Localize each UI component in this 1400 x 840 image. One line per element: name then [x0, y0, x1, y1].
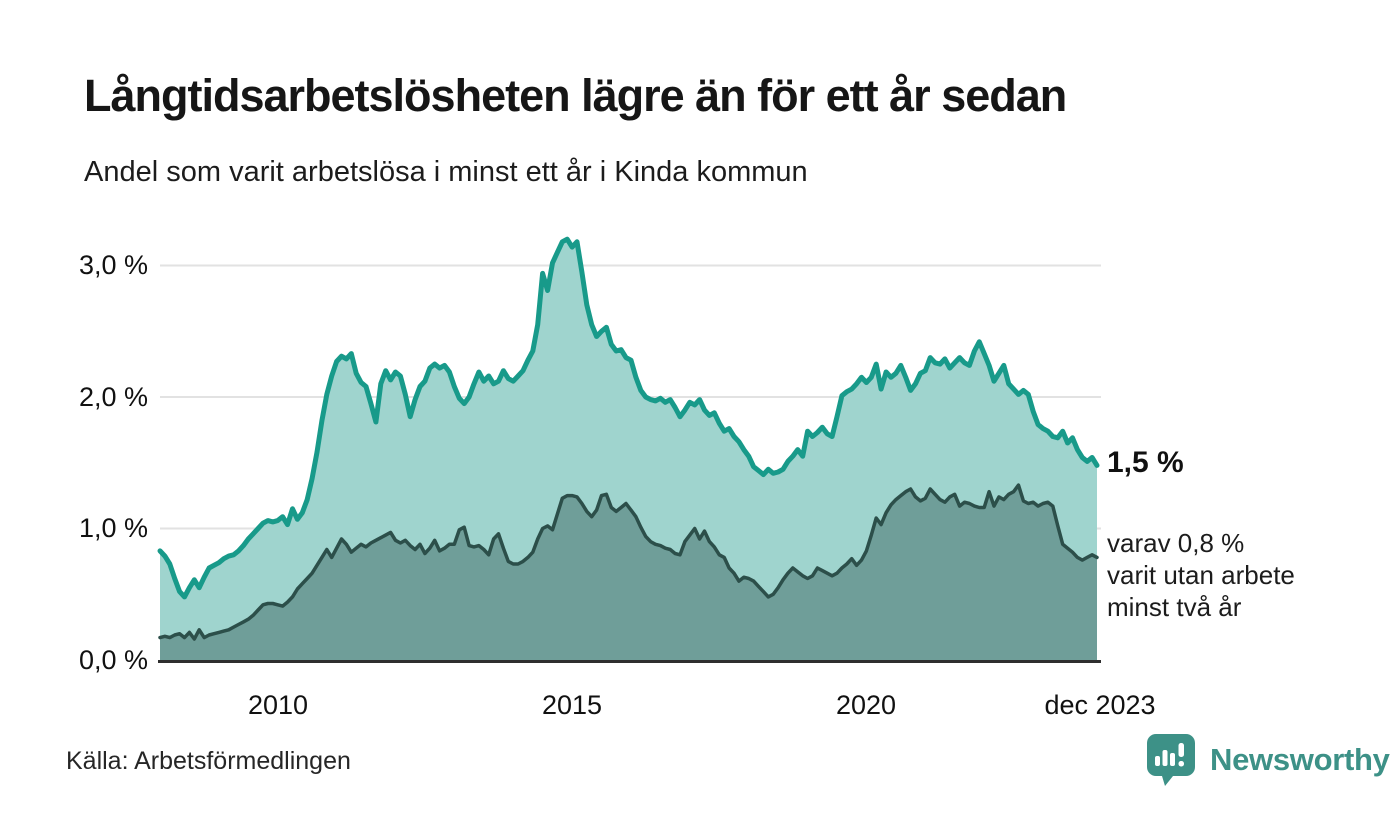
chart-subtitle: Andel som varit arbetslösa i minst ett å… — [84, 156, 808, 188]
x-axis-label-dec-2023: dec 2023 — [1044, 690, 1156, 720]
bar-chart-pin-icon — [1147, 734, 1195, 786]
page-title: Långtidsarbetslösheten lägre än för ett … — [84, 70, 1067, 121]
two-year-annotation-line3: minst två år — [1107, 592, 1242, 622]
two-year-annotation-line1: varav 0,8 % — [1107, 528, 1245, 558]
x-axis-label-2015: 2015 — [541, 690, 603, 720]
newsworthy-logo: Newsworthy — [1146, 733, 1390, 787]
y-axis-label-2: 2,0 % — [78, 382, 148, 412]
source-note: Källa: Arbetsförmedlingen — [66, 747, 351, 775]
brand-name: Newsworthy — [1210, 742, 1390, 777]
two-year-annotation-line2: varit utan arbete — [1107, 560, 1295, 590]
x-axis-label-2020: 2020 — [835, 690, 897, 720]
y-axis-label-0: 0,0 % — [78, 645, 148, 675]
y-axis-label-3: 3,0 % — [78, 250, 148, 280]
x-axis-label-2010: 2010 — [247, 690, 309, 720]
latest-value-label: 1,5 % — [1107, 446, 1184, 479]
y-axis-label-1: 1,0 % — [78, 513, 148, 543]
two-year-annotation: varav 0,8 % varit utan arbete minst två … — [1107, 527, 1377, 623]
